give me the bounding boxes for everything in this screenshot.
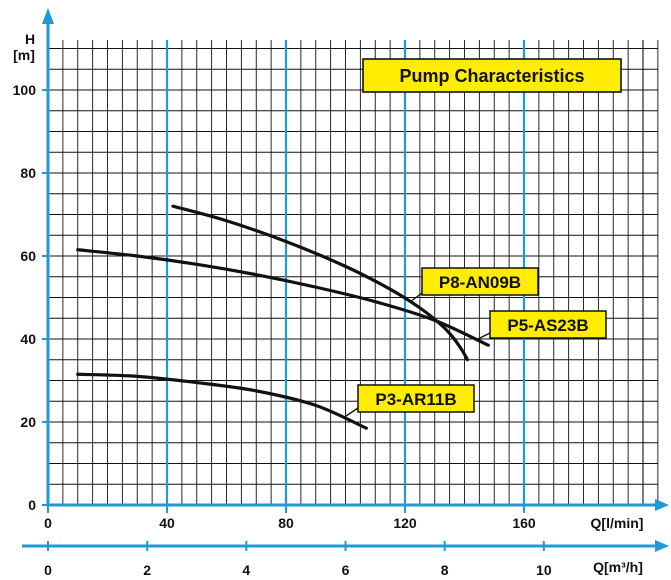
x2-tick-label: 4 <box>242 562 250 578</box>
series-label-text: P8-AN09B <box>439 273 521 292</box>
series-label-box <box>489 310 607 339</box>
y-tick-label: 60 <box>20 248 36 264</box>
y-axis-arrow <box>42 8 54 24</box>
series-label-leader <box>345 407 359 417</box>
x-tick-label: 0 <box>44 515 52 531</box>
tick-labels: 0 20 40 60 80 100 0 40 80 120 160 0 2 4 6 8 10 <box>13 82 552 578</box>
y-tick-label: 80 <box>20 165 36 181</box>
x-tick-label: 80 <box>278 515 294 531</box>
series-line-p3-ar11b <box>76 372 368 430</box>
x-axis-label: Q[l/min] <box>591 515 644 531</box>
x2-tick-label: 10 <box>536 562 552 578</box>
x-tick-label: 160 <box>512 515 536 531</box>
x2-axis-arrow <box>655 540 669 552</box>
x2-tick-label: 2 <box>143 562 151 578</box>
curves <box>76 204 490 430</box>
y-axis-label-h: H <box>25 31 35 47</box>
x2-axis-label: Q[m³/h] <box>593 559 643 575</box>
series-label-text: P3-AR11B <box>375 390 456 409</box>
series-line-p5-as23b <box>76 248 490 347</box>
x-tick-label: 120 <box>393 515 417 531</box>
chart-title: Pump Characteristics <box>399 66 584 86</box>
y-tick-label: 20 <box>20 414 36 430</box>
grid-lines <box>47 40 659 506</box>
y-tick-label: 40 <box>20 331 36 347</box>
series-labels: P8-AN09B P5-AS23B P3-AR11B <box>345 267 607 417</box>
series-label-leader <box>477 332 491 340</box>
series-label-leader <box>409 292 423 303</box>
x2-tick-label: 0 <box>44 562 52 578</box>
x2-tick-label: 6 <box>342 562 350 578</box>
x-axis-arrow <box>655 499 669 511</box>
title-box: Pump Characteristics <box>362 58 622 93</box>
series-label-box <box>421 267 539 296</box>
y-tick-label: 0 <box>28 497 36 513</box>
series-line-p8-an09b <box>171 204 470 362</box>
y-tick-label: 100 <box>13 82 37 98</box>
series-label-box <box>357 384 475 413</box>
y-axis-label-unit: [m] <box>13 47 35 63</box>
axes <box>22 8 669 552</box>
x-tick-label: 40 <box>159 515 175 531</box>
x2-tick-label: 8 <box>441 562 449 578</box>
series-label-text: P5-AS23B <box>507 316 588 335</box>
